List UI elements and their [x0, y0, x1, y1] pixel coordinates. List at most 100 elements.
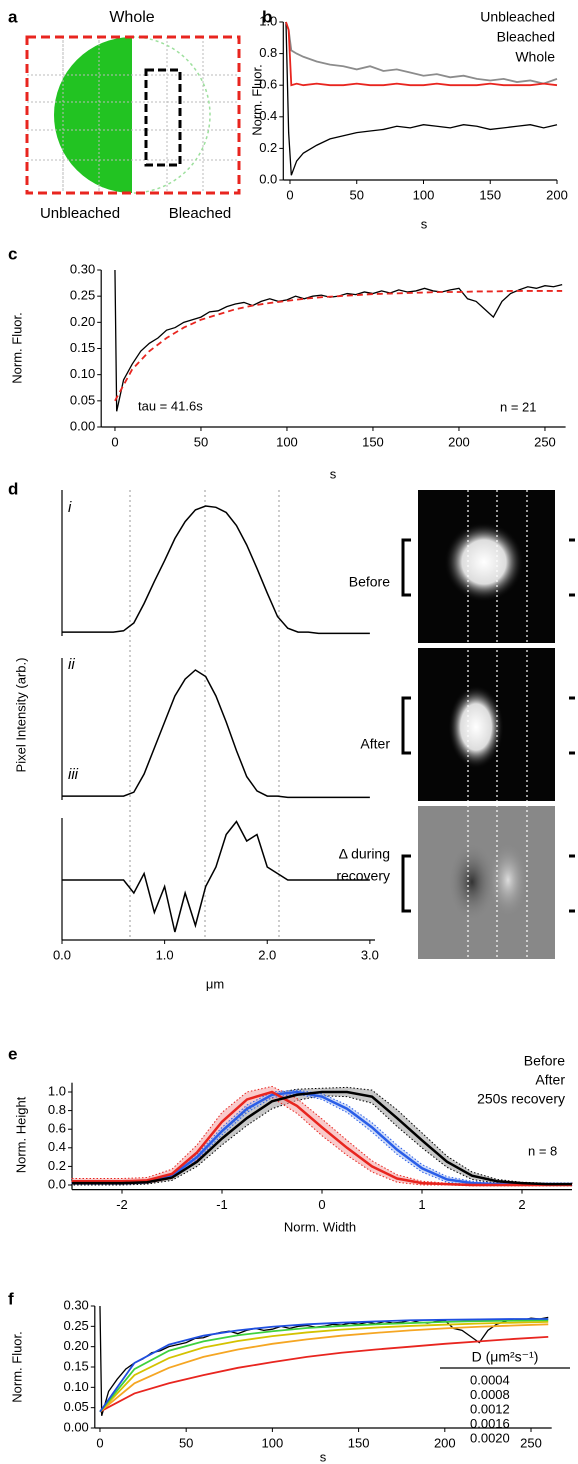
panel-label: f	[8, 1289, 14, 1308]
x-tick-label: 100	[276, 434, 298, 449]
blob-dark	[448, 842, 496, 922]
legend-entry: 250s recovery	[477, 1091, 565, 1107]
y-axis-label: Norm. Height	[13, 1096, 28, 1173]
x-tick-label: 150	[362, 434, 384, 449]
x-tick-label: 0	[286, 187, 293, 202]
x-tick-label: 200	[546, 187, 568, 202]
x-tick-label: 1	[418, 1197, 425, 1212]
y-tick-label: 0.0	[259, 171, 277, 186]
image-guides	[467, 490, 528, 959]
y-tick-label: 0.8	[48, 1102, 66, 1117]
panel-label: c	[8, 244, 17, 263]
series-line	[99, 1320, 549, 1413]
legend-entry: Whole	[515, 49, 555, 65]
x-axis-label: μm	[206, 976, 224, 991]
y-axis-label: Norm. Fluor.	[9, 312, 24, 384]
y-tick-label: 0.00	[70, 418, 95, 433]
profile-guides	[129, 490, 280, 940]
y-tick-label: 0.4	[259, 108, 277, 123]
x-tick-label: 150	[479, 187, 501, 202]
series-line	[114, 269, 563, 412]
panel-label: e	[8, 1044, 17, 1063]
y-tick-label: 0.25	[63, 1318, 88, 1333]
y-axis-label: Norm. Fluor.	[9, 1331, 24, 1403]
label-unbleached: Unbleached	[40, 205, 120, 222]
y-tick-label: 0.30	[70, 261, 95, 276]
panel-label: a	[8, 7, 18, 26]
y-tick-label: 0.20	[70, 314, 95, 329]
y-tick-label: 0.10	[70, 366, 95, 381]
profile-line	[62, 505, 370, 635]
x-axis-label: s	[320, 1449, 327, 1464]
legend-entry: 0.0008	[470, 1387, 510, 1402]
series-line	[114, 290, 563, 402]
x-tick-label: 0	[96, 1435, 103, 1450]
x-tick-label: 200	[434, 1435, 456, 1450]
x-tick-label: 150	[348, 1435, 370, 1450]
unbleached-half	[131, 36, 211, 194]
profile-line	[62, 820, 370, 933]
diagram-a: a Whole Unbleached Bleached	[8, 7, 241, 222]
whole-box	[25, 35, 241, 195]
x-axis-label: s	[330, 466, 337, 481]
legend-entry: 0.0016	[470, 1416, 510, 1431]
y-tick-label: 0.15	[63, 1358, 88, 1373]
legend-entry: Unbleached	[480, 9, 555, 25]
y-tick-label: 0.30	[63, 1297, 88, 1312]
label-whole: Whole	[109, 9, 154, 26]
series-line	[72, 1090, 572, 1186]
x-tick-label: 1.0	[156, 947, 174, 962]
x-tick-label: 100	[262, 1435, 284, 1450]
profile-line	[62, 669, 370, 799]
annotation: n = 21	[500, 399, 537, 414]
y-tick-label: 0.6	[259, 77, 277, 92]
profile-label: recovery	[336, 868, 390, 884]
y-axis-label: Norm. Fluor.	[249, 64, 264, 136]
x-tick-label: -2	[116, 1197, 128, 1212]
x-tick-label: 0.0	[53, 947, 71, 962]
y-tick-label: 1.0	[48, 1083, 66, 1098]
x-tick-label: 2	[518, 1197, 525, 1212]
profile-label: Δ during	[339, 846, 390, 862]
y-tick-label: 0.0	[48, 1176, 66, 1191]
profile-label: After	[360, 736, 390, 752]
y-tick-label: 0.2	[259, 140, 277, 155]
series-line	[99, 1323, 549, 1413]
grid-over	[27, 40, 132, 190]
y-tick-label: 0.20	[63, 1338, 88, 1353]
annotation: tau = 41.6s	[138, 398, 203, 413]
panel-label: b	[262, 7, 272, 26]
blob	[448, 685, 504, 769]
bleached-half	[54, 37, 132, 193]
bleached-box	[144, 68, 182, 167]
x-tick-label: 250	[534, 434, 556, 449]
panel-label: d	[8, 479, 18, 498]
y-tick-label: 0.4	[48, 1139, 66, 1154]
y-axis-label: Pixel Intensity (arb.)	[13, 658, 28, 773]
series-line	[285, 21, 558, 85]
series-line	[285, 21, 558, 176]
profile-name: ii	[68, 656, 75, 673]
y-tick-label: 0.2	[48, 1158, 66, 1173]
series-line	[99, 1318, 549, 1413]
series-line	[99, 1336, 549, 1413]
y-tick-label: 0.10	[63, 1379, 88, 1394]
legend-entry: Bleached	[497, 29, 555, 45]
x-tick-label: 0	[111, 434, 118, 449]
blob-light	[488, 842, 528, 918]
y-tick-label: 0.05	[63, 1399, 88, 1414]
label-bleached: Bleached	[169, 205, 232, 222]
series-line	[72, 1090, 572, 1187]
y-tick-label: 0.00	[63, 1419, 88, 1434]
x-tick-label: 2.0	[258, 947, 276, 962]
y-tick-label: 0.6	[48, 1121, 66, 1136]
legend-entry: 0.0012	[470, 1401, 510, 1416]
series-line	[285, 21, 558, 87]
annotation: n = 8	[528, 1143, 557, 1158]
x-tick-label: 50	[349, 187, 363, 202]
brackets	[401, 538, 575, 913]
y-tick-label: 0.25	[70, 288, 95, 303]
x-tick-label: 200	[448, 434, 470, 449]
y-tick-label: 0.8	[259, 45, 277, 60]
